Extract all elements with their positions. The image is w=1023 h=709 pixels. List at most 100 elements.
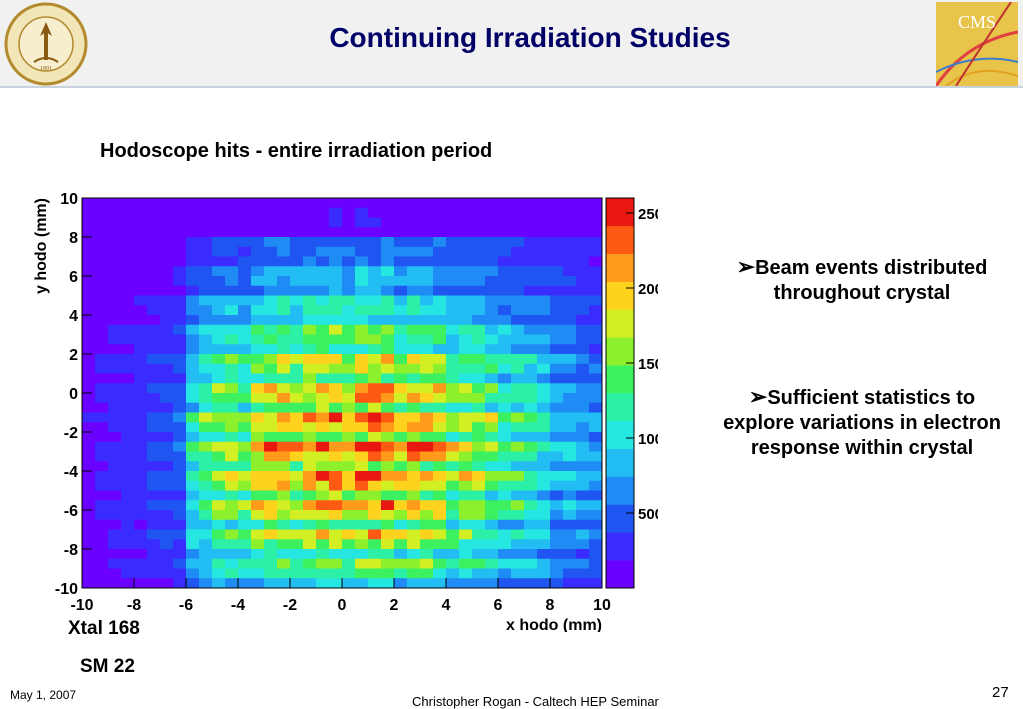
y-tick-label: 8 bbox=[69, 230, 78, 247]
colorbar-tick-label: 2500 bbox=[638, 206, 658, 223]
heatmap-cell bbox=[121, 412, 135, 423]
colorbar-segment bbox=[606, 393, 634, 422]
heatmap-cell bbox=[407, 471, 421, 482]
heatmap-cell bbox=[446, 373, 460, 384]
heatmap-cell bbox=[277, 207, 291, 218]
heatmap-cell bbox=[550, 471, 564, 482]
heatmap-cell bbox=[316, 198, 330, 209]
heatmap-cell bbox=[485, 344, 499, 355]
heatmap-cell bbox=[589, 285, 603, 296]
heatmap-cell bbox=[186, 539, 200, 550]
heatmap-cell bbox=[199, 276, 213, 287]
heatmap-cell bbox=[524, 519, 538, 530]
heatmap-cell bbox=[550, 295, 564, 306]
heatmap-cell bbox=[303, 461, 317, 472]
heatmap-cell bbox=[342, 519, 356, 530]
heatmap-cell bbox=[498, 461, 512, 472]
heatmap-cell bbox=[121, 334, 135, 345]
heatmap-cell bbox=[316, 402, 330, 413]
heatmap-cell bbox=[511, 549, 525, 560]
heatmap-cell bbox=[355, 549, 369, 560]
heatmap-cell bbox=[524, 237, 538, 248]
heatmap-cell bbox=[420, 490, 434, 501]
heatmap-cell bbox=[251, 490, 265, 501]
heatmap-cell bbox=[459, 246, 473, 257]
heatmap-cell bbox=[355, 441, 369, 452]
heatmap-cell bbox=[303, 354, 317, 365]
heatmap-cell bbox=[264, 519, 278, 530]
heatmap-cell bbox=[498, 412, 512, 423]
heatmap-cell bbox=[420, 246, 434, 257]
heatmap-cell bbox=[160, 276, 174, 287]
heatmap-cell bbox=[199, 354, 213, 365]
heatmap-cell bbox=[511, 578, 525, 589]
heatmap-cell bbox=[160, 354, 174, 365]
heatmap-cell bbox=[407, 227, 421, 238]
heatmap-cell bbox=[563, 217, 577, 228]
heatmap-cell bbox=[394, 266, 408, 277]
heatmap-cell bbox=[329, 432, 343, 443]
heatmap-cell bbox=[407, 558, 421, 569]
heatmap-cell bbox=[485, 276, 499, 287]
heatmap-cell bbox=[251, 500, 265, 511]
heatmap-cell bbox=[134, 383, 148, 394]
heatmap-cell bbox=[147, 393, 161, 404]
heatmap-cell bbox=[264, 393, 278, 404]
heatmap-cell bbox=[420, 383, 434, 394]
heatmap-cell bbox=[173, 227, 187, 238]
heatmap-cell bbox=[264, 266, 278, 277]
heatmap-cell bbox=[394, 344, 408, 355]
heatmap-cell bbox=[381, 519, 395, 530]
heatmap-cell bbox=[264, 383, 278, 394]
heatmap-cell bbox=[368, 217, 382, 228]
heatmap-cell bbox=[160, 363, 174, 374]
heatmap-cell bbox=[355, 207, 369, 218]
heatmap-cell bbox=[95, 519, 109, 530]
heatmap-cell bbox=[134, 276, 148, 287]
heatmap-cell bbox=[459, 266, 473, 277]
heatmap-cell bbox=[524, 305, 538, 316]
heatmap-cell bbox=[433, 539, 447, 550]
heatmap-cell bbox=[537, 432, 551, 443]
heatmap-cell bbox=[472, 471, 486, 482]
heatmap-cell bbox=[251, 246, 265, 257]
heatmap-cell bbox=[277, 266, 291, 277]
heatmap-cell bbox=[173, 451, 187, 462]
heatmap-cell bbox=[277, 217, 291, 228]
heatmap-cell bbox=[290, 383, 304, 394]
heatmap-cell bbox=[342, 315, 356, 326]
heatmap-cell bbox=[303, 256, 317, 267]
heatmap-cell bbox=[563, 432, 577, 443]
heatmap-cell bbox=[329, 344, 343, 355]
heatmap-cell bbox=[108, 373, 122, 384]
heatmap-cell bbox=[290, 363, 304, 374]
heatmap-cell bbox=[563, 510, 577, 521]
heatmap-cell bbox=[355, 490, 369, 501]
heatmap-cell bbox=[394, 227, 408, 238]
heatmap-cell bbox=[108, 324, 122, 335]
heatmap-cell bbox=[407, 305, 421, 316]
heatmap-cell bbox=[485, 568, 499, 579]
heatmap-cell bbox=[329, 412, 343, 423]
heatmap-cell bbox=[368, 578, 382, 589]
bullet-beam-events: ➢Beam events distributed throughout crys… bbox=[716, 254, 1008, 306]
heatmap-cell bbox=[108, 568, 122, 579]
heatmap-cell bbox=[446, 217, 460, 228]
heatmap-cell bbox=[186, 402, 200, 413]
heatmap-cell bbox=[433, 432, 447, 443]
heatmap-cell bbox=[550, 490, 564, 501]
heatmap-cell bbox=[173, 529, 187, 540]
heatmap-cell bbox=[576, 324, 590, 335]
heatmap-cell bbox=[394, 217, 408, 228]
heatmap-cell bbox=[576, 519, 590, 530]
heatmap-cell bbox=[186, 432, 200, 443]
heatmap-cell bbox=[238, 217, 252, 228]
heatmap-cell bbox=[277, 285, 291, 296]
heatmap-cell bbox=[342, 393, 356, 404]
heatmap-cell bbox=[251, 558, 265, 569]
heatmap-cell bbox=[251, 315, 265, 326]
heatmap-cell bbox=[147, 217, 161, 228]
heatmap-cell bbox=[303, 510, 317, 521]
heatmap-cell bbox=[199, 412, 213, 423]
